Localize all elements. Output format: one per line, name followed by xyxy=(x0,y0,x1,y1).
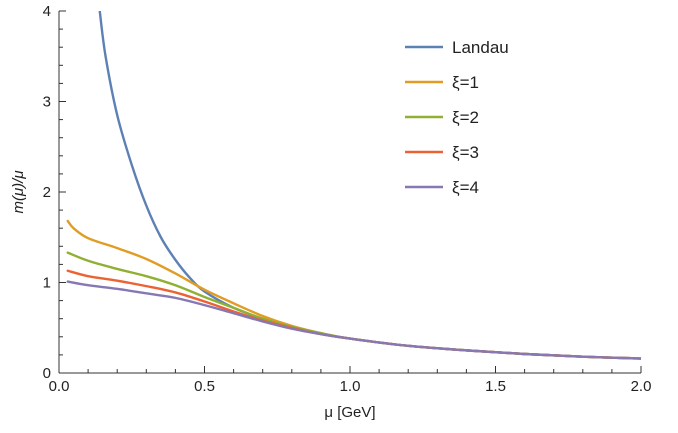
y-tick-label: 0 xyxy=(43,365,51,382)
legend-label: ξ=4 xyxy=(452,178,479,197)
series-line-4 xyxy=(66,280,641,360)
legend-label: ξ=3 xyxy=(452,143,479,162)
series-line-1 xyxy=(66,219,641,360)
legend-label: Landau xyxy=(452,38,509,57)
x-axis-label: μ [GeV] xyxy=(324,404,375,421)
axes xyxy=(58,11,641,374)
x-tick-label: 1.0 xyxy=(340,378,361,395)
y-tick-label: 2 xyxy=(43,184,51,201)
legend-label: ξ=2 xyxy=(452,108,479,127)
x-tick-label: 1.5 xyxy=(485,378,506,395)
legend-label: ξ=1 xyxy=(452,73,479,92)
series-group xyxy=(66,11,641,360)
series-line-2 xyxy=(66,251,641,360)
ticks xyxy=(58,10,642,374)
x-tick-label: 0.5 xyxy=(194,378,215,395)
y-tick-label: 1 xyxy=(43,275,51,292)
y-axis-label: m(μ)/μ xyxy=(10,170,27,213)
x-tick-label: 0.0 xyxy=(49,378,70,395)
series-line-0 xyxy=(98,11,641,360)
tick-labels: 0.0 0.5 1.0 1.5 2.0 0 1 2 3 4 xyxy=(43,3,652,395)
x-tick-label: 2.0 xyxy=(631,378,652,395)
series-line-3 xyxy=(66,269,641,360)
legend: Landau ξ=1 ξ=2 ξ=3 ξ=4 xyxy=(405,38,509,197)
y-tick-label: 4 xyxy=(43,3,51,20)
y-tick-label: 3 xyxy=(43,94,51,111)
